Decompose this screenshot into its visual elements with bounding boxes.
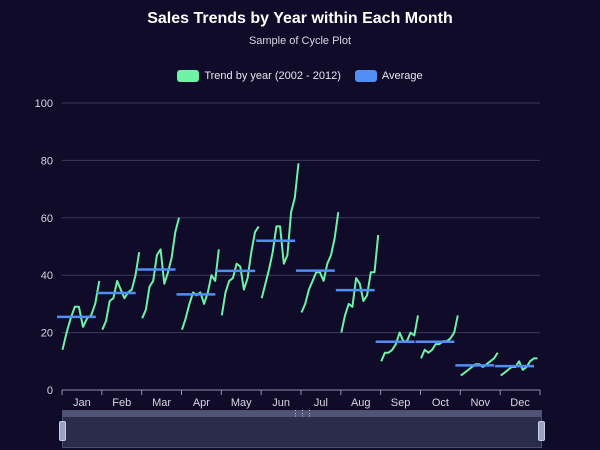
trend-line-mar [141, 217, 180, 319]
legend-label-average: Average [381, 70, 423, 82]
x-tick-label: Jun [272, 397, 290, 409]
x-tick-label: Dec [510, 397, 530, 409]
chart-subtitle: Sample of Cycle Plot [248, 35, 352, 47]
x-tick-label: May [231, 397, 252, 409]
x-tick-label: Jul [314, 397, 328, 409]
x-tick-label: Apr [193, 397, 210, 409]
x-axis: Jan Feb Mar Apr May Jun Jul Aug Sep Oct Nov Dec [61, 390, 541, 409]
legend-swatch-trend [177, 70, 200, 82]
y-tick-label: 0 [47, 385, 53, 397]
trend-line-dec [500, 357, 538, 377]
zoom-handle-right[interactable] [538, 421, 545, 441]
chart-title: Sales Trends by Year within Each Month [147, 10, 453, 27]
trend-line-may [220, 225, 260, 316]
trend-line-feb [101, 252, 141, 331]
y-tick-label: 100 [35, 98, 53, 110]
x-tick-label: Feb [112, 397, 131, 409]
x-tick-label: Mar [152, 397, 171, 409]
trend-line-sep [380, 315, 419, 362]
x-tick-label: Aug [351, 397, 371, 409]
legend-swatch-average [354, 70, 377, 82]
trend-line-jan [61, 280, 101, 351]
trend-line-oct [420, 315, 459, 359]
y-axis: 0 20 40 60 80 100 [35, 98, 53, 397]
x-tick-label: Oct [432, 397, 449, 409]
y-tick-label: 40 [41, 270, 53, 282]
x-tick-label: Jan [73, 397, 91, 409]
x-tick-label: Nov [470, 397, 490, 409]
legend-item-trend[interactable]: Trend by year (2002 - 2012) [177, 70, 341, 82]
plot-area [57, 163, 538, 377]
legend: Trend by year (2002 - 2012) Average [0, 70, 600, 82]
data-zoom-bar[interactable]: ⋮⋮⋮ [63, 409, 541, 418]
y-tick-label: 20 [41, 328, 53, 340]
y-tick-label: 80 [41, 155, 53, 167]
zoom-handle-left[interactable] [59, 421, 66, 441]
x-tick-label: Sep [391, 397, 411, 409]
trend-line-jul [300, 211, 340, 313]
trend-line-aug [340, 234, 380, 333]
grid-lines [62, 102, 540, 391]
legend-item-average[interactable]: Average [354, 70, 423, 82]
trend-line-apr [181, 249, 220, 331]
y-tick-label: 60 [41, 213, 53, 225]
grip-icon[interactable]: ⋮⋮⋮ [291, 409, 314, 418]
data-zoom-slider[interactable]: ⋮⋮⋮ [59, 409, 545, 448]
trend-line-jun [260, 163, 300, 299]
legend-label-trend: Trend by year (2002 - 2012) [204, 70, 341, 82]
